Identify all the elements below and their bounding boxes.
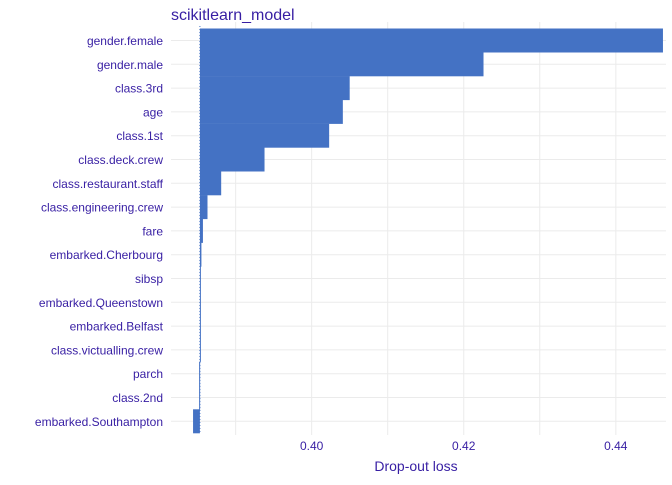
bar-class-restaurant-staff — [199, 171, 222, 196]
chart-title: scikitlearn_model — [171, 7, 295, 24]
category-label: gender.male — [97, 58, 163, 72]
bar-gender-male — [199, 52, 484, 77]
category-labels: gender.female gender.male class.3rd age clas… — [35, 34, 164, 429]
bar-class-engineering-crew — [199, 195, 208, 220]
bar-class-2nd — [199, 385, 201, 410]
bar-parch — [199, 361, 201, 386]
category-label: class.3rd — [115, 82, 163, 96]
category-label: parch — [133, 367, 163, 381]
x-tick-label: 0.44 — [604, 439, 628, 453]
category-label: embarked.Southampton — [35, 415, 163, 429]
category-label: class.1st — [116, 129, 163, 143]
category-label: age — [143, 105, 163, 119]
category-label: class.restaurant.staff — [53, 177, 164, 191]
bar-age — [199, 99, 343, 124]
category-label: fare — [142, 224, 163, 238]
bar-class-victualling-crew — [199, 337, 201, 362]
bar-fare — [199, 218, 203, 243]
bar-gender-female — [199, 28, 663, 53]
category-label: embarked.Cherbourg — [50, 248, 163, 262]
category-label: class.2nd — [112, 391, 163, 405]
category-label: class.deck.crew — [78, 153, 163, 167]
bar-class-deck-crew — [199, 147, 265, 172]
category-label: embarked.Queenstown — [39, 296, 163, 310]
x-axis-label: Drop-out loss — [374, 458, 457, 474]
bar-embarked-cherbourg — [199, 242, 202, 267]
category-label: embarked.Belfast — [70, 320, 164, 334]
bar-embarked-southampton — [193, 409, 200, 434]
category-label: class.victualling.crew — [51, 343, 163, 357]
category-label: sibsp — [135, 272, 163, 286]
bars-layer — [193, 26, 663, 434]
bar-class-1st — [199, 123, 330, 148]
category-label: class.engineering.crew — [41, 201, 163, 215]
bar-class-3rd — [199, 76, 350, 101]
category-label: gender.female — [87, 34, 163, 48]
x-tick-label: 0.40 — [300, 439, 324, 453]
x-axis-ticks: 0.40 0.42 0.44 — [300, 439, 628, 453]
x-tick-label: 0.42 — [452, 439, 476, 453]
